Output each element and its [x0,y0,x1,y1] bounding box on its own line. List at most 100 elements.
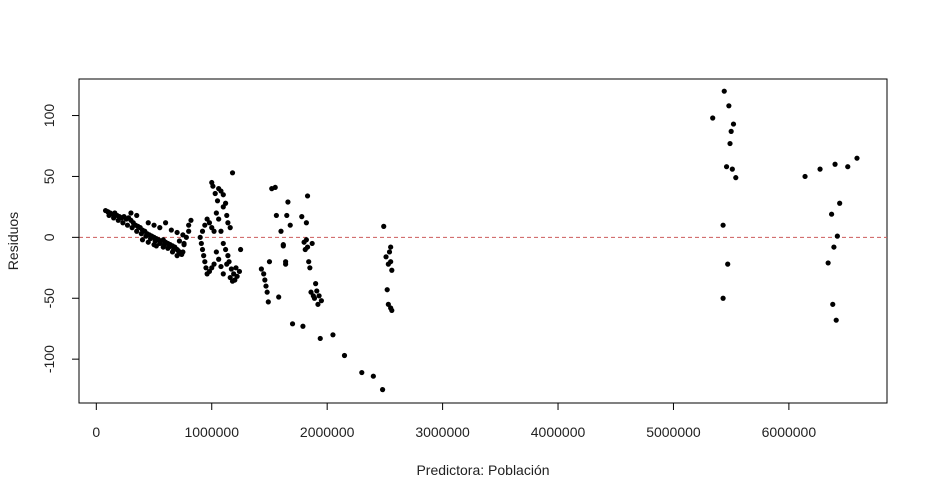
data-point [124,222,131,228]
data-point [720,222,726,228]
data-point [383,254,389,260]
data-point [111,215,117,221]
data-point [311,295,318,301]
data-point [180,249,186,255]
data-point [825,260,831,266]
data-point [202,259,208,265]
data-point [128,210,134,216]
data-point [220,192,226,198]
data-point [276,294,282,300]
data-point [386,249,393,255]
x-tick-label: 5000000 [646,424,701,440]
data-point [145,239,151,245]
data-point [162,220,169,226]
data-point [106,212,112,219]
data-point [802,173,808,180]
data-point [139,237,146,243]
data-point [222,246,229,253]
data-point [261,271,267,277]
data-point [258,266,264,272]
x-tick-label: 4000000 [531,424,586,440]
data-point [115,217,121,223]
data-point [206,220,213,226]
data-point [234,273,240,279]
data-point [212,190,218,197]
data-point [188,217,194,223]
data-point [186,222,192,228]
data-point [157,225,163,231]
data-point [379,387,386,393]
data-point [388,244,394,250]
data-point [262,277,268,283]
y-axis-label: Residuos [5,212,21,270]
data-point [168,227,174,233]
data-point [381,223,387,229]
data-point [175,248,181,254]
data-point [199,228,206,234]
data-point [174,253,180,259]
data-point [727,140,733,147]
y-tick-label: 50 [41,168,57,184]
data-point [220,204,226,210]
data-point [306,259,312,265]
data-point [229,170,236,176]
data-point [370,373,376,379]
data-point [300,323,306,329]
data-point [837,200,843,206]
data-point [729,166,735,172]
data-point [315,301,321,307]
data-point [202,222,208,228]
data-point [233,265,239,271]
x-tick-label: 1000000 [184,424,239,440]
data-point [218,228,224,234]
data-point [216,216,222,222]
data-point [303,237,309,243]
data-point [272,184,278,191]
data-point [287,222,293,228]
data-point [304,193,311,199]
y-tick-label: 0 [41,233,57,241]
data-point [854,155,860,161]
x-tick-label: 3000000 [415,424,470,440]
data-point [284,212,290,219]
data-point [129,225,135,231]
data-point [389,307,395,314]
data-point [134,228,140,234]
data-point [289,321,296,327]
data-point [203,265,209,271]
data-point [723,164,730,170]
data-point [309,240,315,247]
data-point [285,199,291,205]
y-tick-label: -100 [41,345,57,373]
y-axis: -100 -50 0 50 100 [41,104,80,373]
y-tick-label: 100 [41,104,57,128]
data-point [388,259,394,265]
data-point [224,212,230,219]
data-point [211,261,217,267]
data-points [102,88,860,393]
data-point [710,115,716,121]
data-point [211,228,217,234]
data-point [151,222,157,228]
data-point [213,249,219,255]
data-point [180,232,186,238]
data-point [726,103,732,109]
y-tick-label: -50 [41,288,57,308]
x-tick-label: 0 [92,424,100,440]
data-point [228,266,234,272]
data-point [266,259,273,265]
data-point [728,128,734,134]
data-point [263,283,269,289]
data-point [160,244,166,250]
data-point [341,352,348,359]
data-point [264,289,270,295]
data-point [120,220,126,226]
data-point [330,332,336,338]
data-point [316,293,322,299]
data-point [201,253,207,259]
data-point [299,214,305,220]
data-point [198,240,204,247]
data-point [317,335,323,342]
data-point [384,287,390,293]
data-point [834,233,840,239]
